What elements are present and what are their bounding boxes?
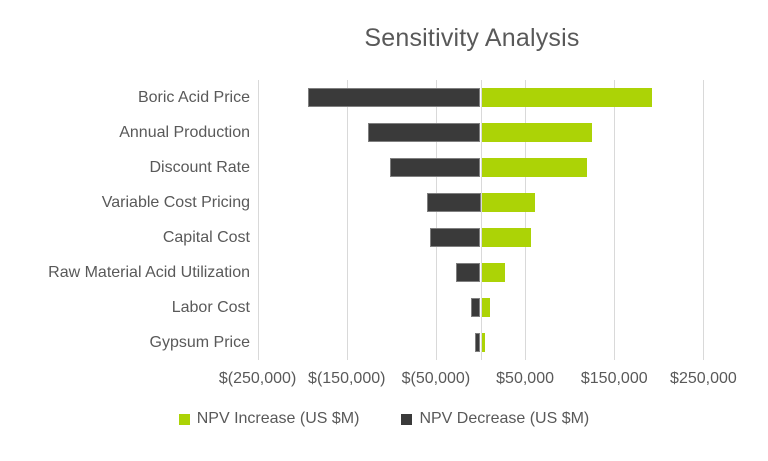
npv-increase-bar	[480, 228, 532, 247]
plot-area	[213, 80, 748, 360]
category-label: Capital Cost	[162, 228, 250, 246]
npv-decrease-bar	[429, 228, 481, 247]
npv-decrease-swatch-icon	[401, 413, 413, 425]
npv-decrease-bar	[475, 333, 481, 352]
legend-item-npv-decrease: NPV Decrease (US $M)	[401, 410, 589, 428]
legend-label-npv-increase: NPV Increase (US $M)	[196, 410, 360, 427]
legend-label-npv-decrease: NPV Decrease (US $M)	[419, 410, 590, 427]
category-axis-line	[480, 80, 482, 360]
category-label: Labor Cost	[171, 298, 250, 316]
npv-increase-bar	[480, 158, 587, 177]
category-label: Raw Material Acid Utilization	[48, 263, 250, 281]
gridline	[703, 80, 705, 360]
npv-decrease-bar	[368, 123, 481, 142]
npv-decrease-bar	[456, 263, 481, 282]
npv-decrease-bar	[308, 88, 481, 107]
x-tick-label: $(250,000)	[218, 370, 297, 387]
npv-decrease-bar	[470, 298, 481, 317]
npv-decrease-bar	[427, 193, 481, 212]
gridline	[346, 80, 348, 360]
category-label: Gypsum Price	[149, 333, 250, 351]
gridline	[435, 80, 437, 360]
legend-item-npv-increase: NPV Increase (US $M)	[178, 410, 360, 428]
gridline	[257, 80, 259, 360]
npv-increase-swatch-icon	[178, 413, 190, 425]
gridline	[525, 80, 527, 360]
category-label: Annual Production	[119, 123, 250, 141]
npv-increase-bar	[480, 263, 505, 282]
category-labels: Boric Acid Price Annual Production Discoun…	[0, 80, 250, 360]
x-tick-label: $150,000	[580, 370, 648, 387]
npv-increase-bar	[480, 333, 485, 352]
x-tick-label: $(150,000)	[308, 370, 386, 387]
npv-increase-bar	[480, 193, 535, 212]
gridline	[614, 80, 616, 360]
npv-increase-bar	[480, 298, 491, 317]
npv-decrease-bar	[390, 158, 481, 177]
x-tick-label: $50,000	[496, 370, 554, 387]
category-label: Variable Cost Pricing	[101, 193, 250, 211]
category-label: Boric Acid Price	[137, 88, 250, 106]
x-axis-labels: $(250,000) $(150,000) $(50,000) $50,000 $150…	[213, 368, 748, 390]
legend: NPV Increase (US $M) NPV Decrease (US $M…	[0, 410, 768, 428]
x-tick-label: $(50,000)	[401, 370, 471, 387]
category-label: Discount Rate	[149, 158, 251, 176]
npv-increase-bar	[480, 123, 592, 142]
npv-increase-bar	[480, 88, 652, 107]
chart-title: Sensitivity Analysis	[364, 24, 580, 52]
x-tick-label: $250,000	[670, 370, 737, 387]
